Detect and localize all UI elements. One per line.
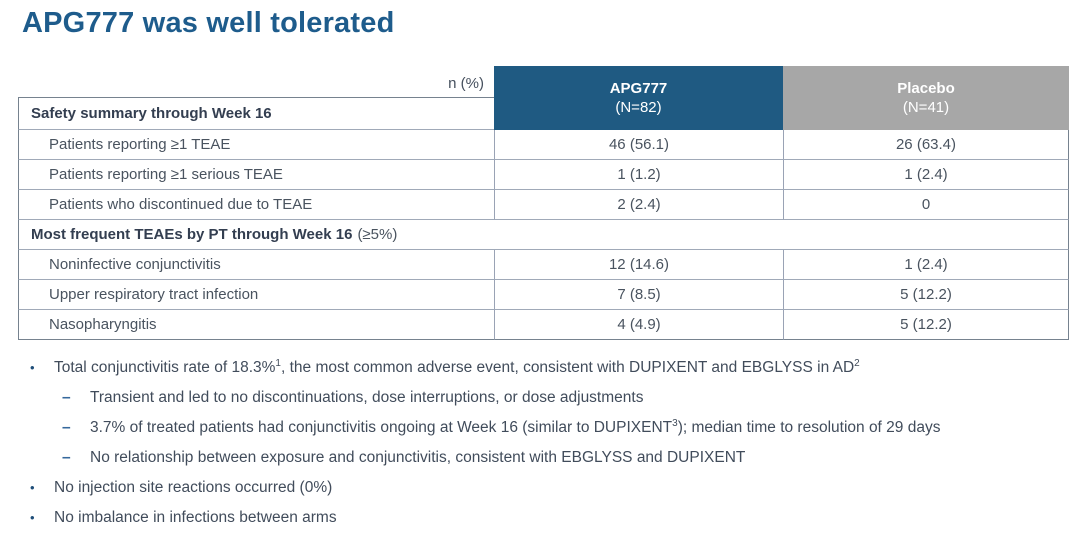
column-header-placebo: Placebo (N=41) (783, 66, 1069, 130)
sub-bullet-ongoing: – 3.7% of treated patients had conjuncti… (62, 418, 1065, 437)
footnote-ref-1: 1 (275, 357, 281, 369)
column-header-apg777-n: (N=82) (615, 99, 662, 116)
section-header-safety-summary: Safety summary through Week 16 (18, 97, 494, 130)
row-label-serious-teae: Patients reporting ≥1 serious TEAE (18, 160, 494, 190)
bullet-text-segment: 3.7% of treated patients had conjunctivi… (90, 419, 673, 436)
row-label-discontinued: Patients who discontinued due to TEAE (18, 190, 494, 220)
cell-serious-teae-apg777: 1 (1.2) (494, 160, 783, 190)
footnote-ref-2: 2 (854, 357, 860, 369)
section-header-bold-text: Most frequent TEAEs by PT through Week 1… (31, 226, 353, 243)
safety-summary-table: n (%) APG777 (N=82) Placebo (N=41) Safet… (18, 66, 1069, 340)
bullet-text-segment: Total conjunctivitis rate of 18.3% (54, 359, 276, 376)
column-header-placebo-name: Placebo (897, 79, 955, 97)
dash-icon: – (62, 419, 71, 436)
cell-nasopharyngitis-placebo: 5 (12.2) (783, 310, 1069, 340)
cell-discontinued-placebo: 0 (783, 190, 1069, 220)
cell-uri-placebo: 5 (12.2) (783, 280, 1069, 310)
bullet-text-segment: ); median time to resolution of 29 days (677, 419, 941, 436)
sub-bullet-transient-text: Transient and led to no discontinuations… (90, 389, 644, 406)
bullet-dot-icon: • (30, 480, 35, 495)
bullet-injection-site-text: No injection site reactions occurred (0%… (54, 479, 333, 496)
bullet-infections-text: No imbalance in infections between arms (54, 509, 337, 526)
column-header-apg777-name: APG777 (609, 79, 668, 97)
footnote-ref-3: 3 (672, 417, 678, 429)
bullet-dot-icon: • (30, 360, 35, 375)
cell-teae-placebo: 26 (63.4) (783, 130, 1069, 160)
column-header-placebo-n: (N=41) (902, 99, 950, 116)
cell-teae-apg777: 46 (56.1) (494, 130, 783, 160)
bullet-text-segment: , the most common adverse event, consist… (280, 359, 855, 376)
bullet-dot-icon: • (30, 510, 35, 525)
cell-discontinued-apg777: 2 (2.4) (494, 190, 783, 220)
dash-icon: – (62, 449, 71, 466)
section-header-threshold-text: (≥5%) (357, 226, 398, 243)
dash-icon: – (62, 389, 71, 406)
cell-conjunctivitis-apg777: 12 (14.6) (494, 250, 783, 280)
bullet-conjunctivitis-rate: • Total conjunctivitis rate of 18.3%1, t… (30, 358, 1065, 377)
bullet-injection-site: • No injection site reactions occurred (… (30, 478, 1065, 497)
bullet-infections: • No imbalance in infections between arm… (30, 508, 1065, 527)
row-label-teae: Patients reporting ≥1 TEAE (18, 130, 494, 160)
bullet-conjunctivitis-rate-text: Total conjunctivitis rate of 18.3%1, the… (54, 358, 860, 377)
page-title: APG777 was well tolerated (22, 7, 395, 39)
cell-nasopharyngitis-apg777: 4 (4.9) (494, 310, 783, 340)
cell-serious-teae-placebo: 1 (2.4) (783, 160, 1069, 190)
sub-bullet-ongoing-text: 3.7% of treated patients had conjunctivi… (90, 418, 940, 437)
sub-bullet-exposure: – No relationship between exposure and c… (62, 448, 1065, 467)
bullet-list: • Total conjunctivitis rate of 18.3%1, t… (30, 358, 1065, 538)
cell-uri-apg777: 7 (8.5) (494, 280, 783, 310)
section-header-most-frequent-teaes: Most frequent TEAEs by PT through Week 1… (18, 220, 1069, 250)
row-label-conjunctivitis: Noninfective conjunctivitis (18, 250, 494, 280)
sub-bullet-exposure-text: No relationship between exposure and con… (90, 449, 746, 466)
row-label-uri: Upper respiratory tract infection (18, 280, 494, 310)
row-label-nasopharyngitis: Nasopharyngitis (18, 310, 494, 340)
table-unit-label: n (%) (18, 66, 494, 97)
cell-conjunctivitis-placebo: 1 (2.4) (783, 250, 1069, 280)
sub-bullet-transient: – Transient and led to no discontinuatio… (62, 388, 1065, 407)
column-header-apg777: APG777 (N=82) (494, 66, 783, 130)
